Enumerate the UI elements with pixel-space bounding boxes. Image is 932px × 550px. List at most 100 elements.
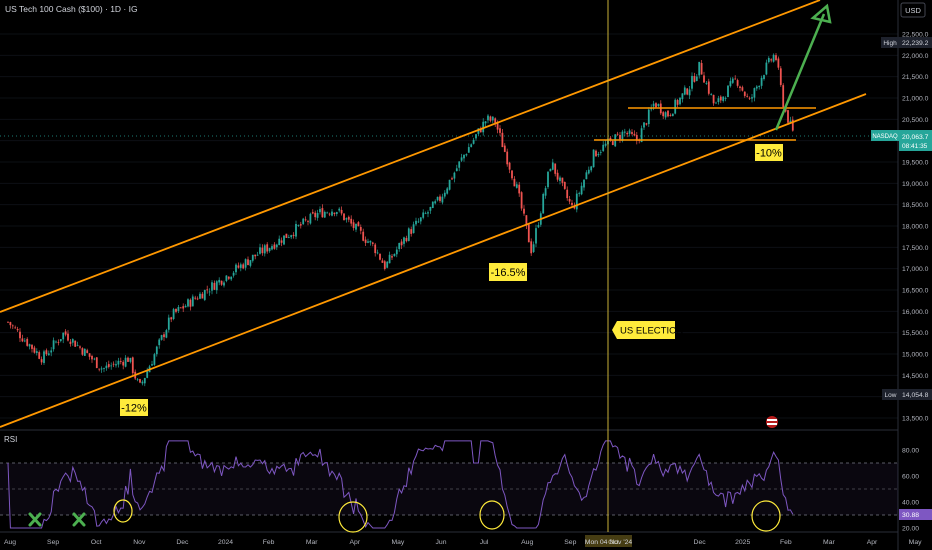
candle [76, 344, 79, 346]
drop-label-16[interactable]: -16.5% [489, 263, 527, 281]
candle [403, 237, 405, 244]
rsi-highlight-circle [338, 501, 368, 533]
candle [724, 98, 727, 99]
price-tick-label: 21,000.0 [902, 96, 929, 103]
time-tick-label: Apr [350, 539, 361, 546]
candle [775, 55, 777, 61]
candle [753, 88, 756, 98]
drop-label-12-text: -12% [121, 403, 147, 415]
candle [141, 381, 144, 384]
low-value: 14,054.8 [902, 392, 929, 399]
price-tick-label: 16,500.0 [902, 288, 929, 295]
candle [189, 299, 192, 307]
candle [770, 59, 773, 61]
candle [333, 212, 336, 214]
time-tick-label: Apr [867, 539, 878, 546]
projection-arrow[interactable] [774, 13, 826, 131]
candle [45, 350, 48, 355]
candle [290, 235, 293, 238]
drop-label-10-text: -10% [756, 148, 782, 160]
time-axis[interactable]: Aug Sep Oct Nov Dec 2024 Feb Mar Apr May Jun Jul Aug… [4, 539, 932, 546]
time-tick-label: 2024 [218, 539, 233, 546]
time-tick-label: May [909, 539, 922, 546]
candle [482, 121, 485, 133]
candle [376, 252, 379, 254]
low-tag: Low 14,054.8 [882, 389, 932, 400]
candle [681, 93, 684, 100]
candle [295, 223, 297, 237]
candle [491, 116, 494, 121]
rsi-highlight-circle [751, 500, 781, 532]
candle [175, 308, 177, 312]
candle [309, 213, 312, 224]
candle [364, 239, 367, 243]
candle [273, 244, 276, 249]
candle [556, 172, 559, 180]
candle [700, 63, 703, 75]
drop-label-12[interactable]: -12% [120, 399, 148, 416]
candle [21, 338, 24, 342]
candle [163, 334, 165, 338]
candle [748, 97, 751, 99]
candle [7, 321, 9, 323]
candle [405, 237, 408, 242]
candle [465, 154, 468, 156]
candle [551, 162, 554, 170]
candle [112, 363, 115, 365]
candle [391, 256, 393, 258]
time-tick-label: Aug [4, 539, 16, 546]
channel-lower-line[interactable] [0, 93, 867, 428]
time-tick-label: Oct [608, 539, 619, 546]
currency-button[interactable] [900, 2, 926, 18]
candle [117, 360, 120, 365]
candle [249, 260, 252, 266]
candle [647, 109, 650, 125]
candle [86, 350, 89, 353]
candle [619, 135, 621, 140]
candle [266, 244, 269, 252]
rsi-current-value: 30.88 [902, 512, 919, 519]
candle [494, 118, 497, 124]
candle [777, 58, 780, 68]
candle [419, 217, 422, 222]
candle [789, 120, 792, 123]
drop-label-10[interactable]: -10% [755, 144, 783, 161]
candle [31, 344, 33, 349]
event-label-text: US ELECTION [620, 326, 683, 337]
time-tick-label: May [391, 539, 404, 546]
candle [316, 213, 319, 218]
candle [743, 91, 746, 96]
candle [143, 378, 146, 384]
candle [513, 178, 516, 187]
candle [458, 161, 461, 168]
event-label[interactable]: US ELECTION [612, 321, 683, 339]
candle [319, 209, 321, 213]
candle [535, 228, 537, 244]
candle [626, 132, 629, 135]
candle [14, 327, 17, 329]
candle [431, 201, 434, 209]
candle [355, 223, 357, 230]
rsi-band [0, 463, 898, 515]
channel-upper-line[interactable] [0, 0, 821, 313]
candle [64, 331, 67, 335]
candle [662, 112, 665, 117]
candle [335, 212, 338, 214]
flag-icon[interactable] [766, 416, 778, 428]
rsi-axis[interactable]: 80.00 60.00 40.00 20.00 [902, 448, 919, 533]
candle [331, 211, 333, 216]
candle [691, 75, 693, 89]
candle [542, 193, 545, 214]
time-tick-label: Dec [694, 539, 707, 546]
candle [643, 122, 645, 128]
candle [165, 330, 168, 338]
x-mark-icon [28, 512, 42, 527]
candle [657, 103, 660, 107]
price-tick-label: 14,500.0 [902, 373, 929, 380]
candle [571, 202, 573, 206]
candle [496, 122, 499, 130]
candle [256, 254, 259, 256]
candle [196, 298, 199, 300]
candle [230, 276, 233, 280]
